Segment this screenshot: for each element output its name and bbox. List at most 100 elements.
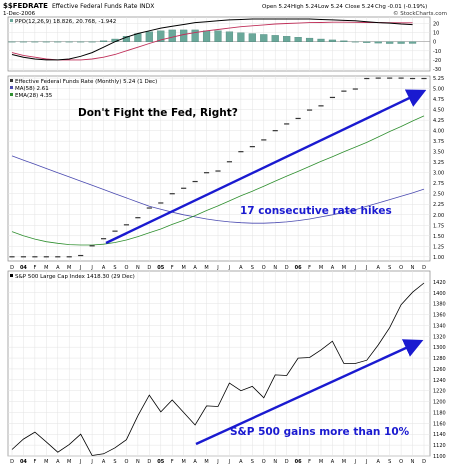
ma-legend: MA(58) 2.61 — [15, 86, 49, 92]
x-tick-label: M — [67, 265, 71, 271]
y-tick-label: 3.50 — [433, 150, 444, 156]
x-tick-label: N — [411, 459, 415, 465]
ppo-histogram-bar — [318, 39, 325, 42]
header-symbol: $$FEDRATE — [3, 2, 48, 10]
ppo-histogram-bar — [398, 42, 405, 44]
x-tick-label: S — [251, 459, 254, 465]
x-tick-label: M — [44, 265, 48, 271]
y-tick-label: 1300 — [433, 345, 446, 351]
x-tick-label: J — [354, 459, 356, 465]
header-chg: Chg -0.01 (-0.19%) — [375, 4, 427, 10]
y-tick-label: 1320 — [433, 334, 446, 340]
y-tick-label: 3.25 — [433, 160, 444, 166]
y-tick-label: 2.25 — [433, 202, 444, 208]
y-tick-label: 1220 — [433, 389, 446, 395]
x-tick-label: A — [193, 459, 197, 465]
y-tick-label: 1.00 — [433, 255, 444, 261]
ppo-histogram-bar — [386, 42, 393, 44]
ma-legend-swatch — [10, 86, 13, 89]
y-tick-label: 1340 — [433, 323, 446, 329]
x-tick-label: A — [377, 459, 381, 465]
x-tick-label: A — [331, 265, 335, 271]
ppo-histogram-bar — [260, 34, 267, 41]
x-tick-label: J — [228, 459, 230, 465]
x-tick-label: D — [422, 265, 426, 271]
y-tick-label: 1240 — [433, 378, 446, 384]
y-tick-label: 1360 — [433, 313, 446, 319]
x-tick-label: M — [342, 459, 346, 465]
header-name: Effective Federal Funds Rate INDX — [52, 3, 154, 10]
y-tick-label: 0 — [433, 40, 436, 46]
x-tick-label: F — [308, 459, 311, 465]
ppo-histogram-bar — [409, 42, 416, 44]
ppo-histogram-bar — [237, 33, 244, 42]
y-tick-label: 4.75 — [433, 97, 444, 103]
ppo-histogram-bar — [100, 41, 107, 42]
x-tick-label: 04 — [20, 265, 27, 271]
y-tick-label: 1380 — [433, 302, 446, 308]
y-tick-label: 10 — [433, 31, 439, 37]
x-tick-label: J — [79, 265, 81, 271]
x-tick-label: O — [124, 459, 128, 465]
x-tick-label: N — [136, 459, 140, 465]
y-tick-label: -30 — [433, 67, 441, 73]
ppo-histogram-bar — [329, 40, 336, 42]
x-tick-label: A — [56, 265, 60, 271]
y-tick-label: 1160 — [433, 421, 446, 427]
x-tick-label: O — [262, 459, 266, 465]
x-tick-label: M — [319, 265, 323, 271]
x-tick-label: J — [216, 265, 218, 271]
sp500-legend: S&P 500 Large Cap Index 1418.30 (29 Dec) — [15, 274, 135, 280]
x-tick-label: F — [171, 265, 174, 271]
x-tick-label: A — [102, 265, 106, 271]
x-tick-label: S — [251, 265, 254, 271]
ppo-histogram-bar — [375, 42, 382, 43]
header-credit: © StockCharts.com — [393, 10, 447, 17]
x-tick-label: J — [90, 459, 92, 465]
y-tick-label: 3.00 — [433, 171, 444, 177]
sp500-arrow-label: S&P 500 gains more than 10% — [230, 426, 410, 438]
x-tick-label: S — [388, 459, 391, 465]
x-tick-label: 05 — [157, 265, 164, 271]
header-high: High 5.24 — [291, 4, 318, 10]
y-tick-label: 2.50 — [433, 192, 444, 198]
ppo-histogram-bar — [363, 42, 370, 43]
x-tick-label: A — [331, 459, 335, 465]
x-tick-label: A — [239, 265, 243, 271]
x-tick-label: O — [399, 265, 403, 271]
x-tick-label: N — [273, 265, 277, 271]
y-tick-label: 4.00 — [433, 129, 444, 135]
y-tick-label: 1200 — [433, 400, 446, 406]
x-tick-label: J — [365, 459, 367, 465]
y-tick-label: 1420 — [433, 280, 446, 286]
x-tick-label: D — [147, 265, 151, 271]
x-tick-label: M — [182, 459, 186, 465]
ppo-histogram-bar — [203, 31, 210, 42]
x-tick-label: J — [354, 265, 356, 271]
y-tick-label: 1400 — [433, 291, 446, 297]
y-tick-label: 2.00 — [433, 213, 444, 219]
x-tick-label: D — [147, 459, 151, 465]
x-tick-label: O — [399, 459, 403, 465]
rate-legend: Effective Federal Funds Rate (Monthly) 5… — [15, 79, 157, 85]
x-tick-label: S — [113, 459, 116, 465]
x-tick-label: A — [193, 265, 197, 271]
ppo-histogram-bar — [283, 36, 290, 41]
x-tick-label: 06 — [295, 459, 302, 465]
x-tick-label: 05 — [157, 459, 164, 465]
x-tick-label: M — [204, 459, 208, 465]
ema-legend-swatch — [10, 93, 13, 96]
x-tick-label: A — [102, 459, 106, 465]
header-date: 1-Dec-2006 — [3, 11, 36, 17]
x-tick-label: F — [33, 459, 36, 465]
x-tick-label: N — [273, 459, 277, 465]
y-tick-label: 1260 — [433, 367, 446, 373]
ppo-histogram-bar — [146, 32, 153, 42]
x-tick-label: D — [10, 459, 14, 465]
header-close: Close 5.24 — [345, 4, 374, 10]
x-tick-label: D — [285, 265, 289, 271]
x-tick-label: 06 — [295, 265, 302, 271]
x-tick-label: F — [308, 265, 311, 271]
ppo-histogram-bar — [306, 38, 313, 42]
